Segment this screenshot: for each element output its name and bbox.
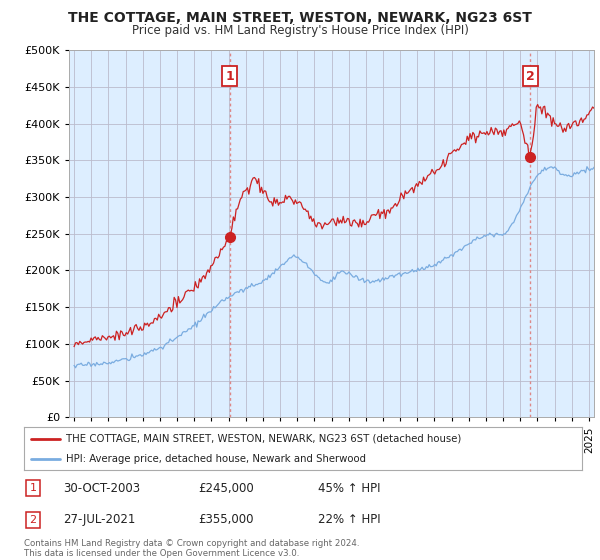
Text: 22% ↑ HPI: 22% ↑ HPI [318, 513, 380, 526]
Text: Price paid vs. HM Land Registry's House Price Index (HPI): Price paid vs. HM Land Registry's House … [131, 24, 469, 37]
Text: 1: 1 [29, 483, 37, 493]
Text: THE COTTAGE, MAIN STREET, WESTON, NEWARK, NG23 6ST (detached house): THE COTTAGE, MAIN STREET, WESTON, NEWARK… [66, 433, 461, 444]
Text: £245,000: £245,000 [198, 482, 254, 495]
Text: 1: 1 [226, 69, 235, 82]
Text: Contains HM Land Registry data © Crown copyright and database right 2024.
This d: Contains HM Land Registry data © Crown c… [24, 539, 359, 558]
Text: 2: 2 [29, 515, 37, 525]
Text: 30-OCT-2003: 30-OCT-2003 [63, 482, 140, 495]
Text: 45% ↑ HPI: 45% ↑ HPI [318, 482, 380, 495]
Text: £355,000: £355,000 [198, 513, 254, 526]
Text: 27-JUL-2021: 27-JUL-2021 [63, 513, 136, 526]
Text: HPI: Average price, detached house, Newark and Sherwood: HPI: Average price, detached house, Newa… [66, 455, 366, 464]
Text: 2: 2 [526, 69, 535, 82]
Text: THE COTTAGE, MAIN STREET, WESTON, NEWARK, NG23 6ST: THE COTTAGE, MAIN STREET, WESTON, NEWARK… [68, 11, 532, 25]
